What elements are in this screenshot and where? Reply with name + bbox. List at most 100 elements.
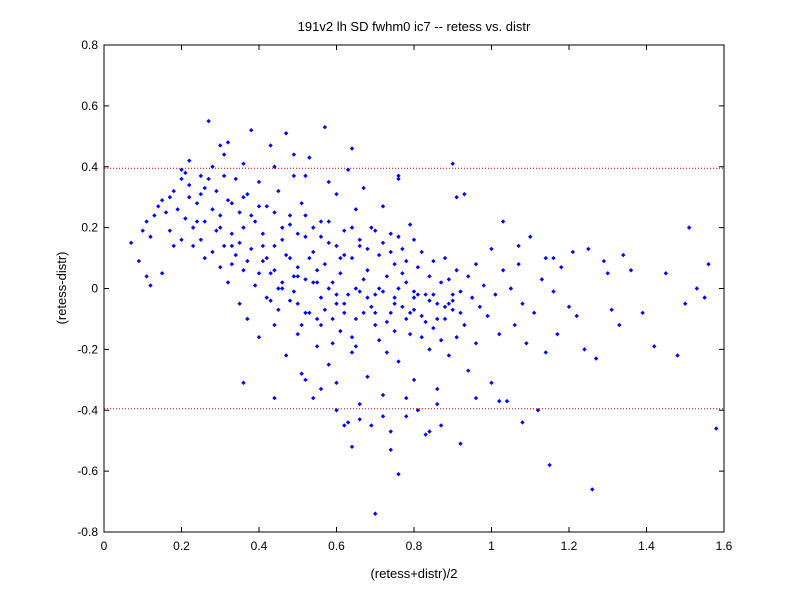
data-point (283, 252, 289, 258)
data-point (400, 304, 405, 309)
data-point (342, 252, 347, 258)
data-point (311, 280, 316, 285)
data-point (252, 219, 258, 224)
data-point (404, 258, 409, 264)
data-point (268, 143, 273, 148)
data-point (318, 219, 324, 224)
data-point (469, 295, 475, 300)
data-point (330, 280, 335, 285)
data-point (446, 301, 452, 306)
data-point (187, 194, 192, 200)
data-point (652, 344, 657, 349)
data-point (388, 447, 393, 453)
data-point (349, 146, 355, 151)
data-point (295, 264, 300, 270)
data-point (225, 280, 231, 285)
data-point (373, 292, 378, 297)
data-point (396, 359, 401, 364)
data-point (497, 398, 502, 404)
data-point (156, 204, 161, 209)
data-point (206, 118, 211, 124)
data-point (237, 240, 242, 246)
data-point (396, 471, 401, 477)
data-point (663, 271, 669, 276)
data-point (450, 161, 455, 166)
data-point (287, 298, 293, 303)
data-point (683, 301, 688, 306)
data-point (144, 219, 149, 224)
data-point (334, 408, 339, 413)
data-point (539, 277, 545, 282)
data-point (442, 304, 448, 309)
data-point (287, 255, 293, 261)
data-point (326, 219, 331, 224)
data-point (400, 246, 405, 252)
data-point (295, 274, 300, 279)
data-point (349, 255, 355, 261)
data-point (714, 426, 719, 431)
y-tick-label: -0.4 (77, 403, 98, 417)
data-point (136, 258, 142, 264)
x-tick-label: 0 (101, 539, 108, 553)
data-point (357, 243, 362, 249)
data-point (198, 237, 204, 242)
data-point (326, 286, 331, 291)
data-point (388, 429, 393, 434)
data-point (516, 243, 521, 249)
data-point (458, 289, 463, 294)
data-point (322, 307, 328, 313)
data-point (349, 350, 355, 355)
data-point (299, 322, 304, 328)
data-point (194, 219, 200, 224)
data-point (543, 350, 548, 355)
data-point (314, 344, 320, 349)
data-point (388, 231, 393, 236)
data-point (218, 213, 223, 218)
data-point (322, 124, 328, 130)
data-point (458, 310, 463, 316)
data-point (318, 386, 324, 392)
data-point (295, 231, 300, 236)
data-point (435, 386, 440, 392)
data-point (435, 316, 440, 322)
data-point (175, 207, 180, 212)
x-axis-title: (retess+distr)/2 (370, 566, 457, 581)
data-point (241, 268, 246, 273)
data-point (283, 131, 289, 136)
data-point (520, 301, 525, 306)
data-point (559, 264, 564, 270)
data-point (411, 307, 417, 313)
data-point (477, 304, 483, 309)
data-point (462, 322, 467, 328)
data-point (221, 152, 227, 157)
data-point (171, 188, 176, 194)
data-point (187, 158, 192, 163)
data-point (361, 310, 366, 316)
x-tick-label: 0.6 (328, 539, 345, 553)
data-point (349, 225, 355, 230)
plot-area (104, 45, 724, 532)
data-point (419, 249, 424, 255)
data-point (229, 201, 235, 206)
data-point (159, 271, 165, 276)
data-point (233, 252, 238, 258)
data-point (202, 219, 207, 224)
data-point (438, 338, 444, 343)
data-point (423, 319, 428, 325)
data-point (311, 249, 316, 255)
data-point (268, 271, 273, 276)
data-point (338, 271, 343, 276)
data-point (221, 173, 227, 179)
data-point (272, 210, 277, 215)
data-point (450, 298, 455, 303)
data-point (334, 191, 339, 197)
data-point (675, 353, 680, 358)
data-point (179, 167, 184, 172)
data-point (214, 228, 219, 233)
data-point (435, 401, 440, 407)
data-point (171, 243, 176, 249)
data-point (272, 268, 277, 273)
data-point (206, 176, 211, 182)
x-tick-label: 0.4 (251, 539, 268, 553)
y-tick-label: -0.8 (77, 525, 98, 539)
